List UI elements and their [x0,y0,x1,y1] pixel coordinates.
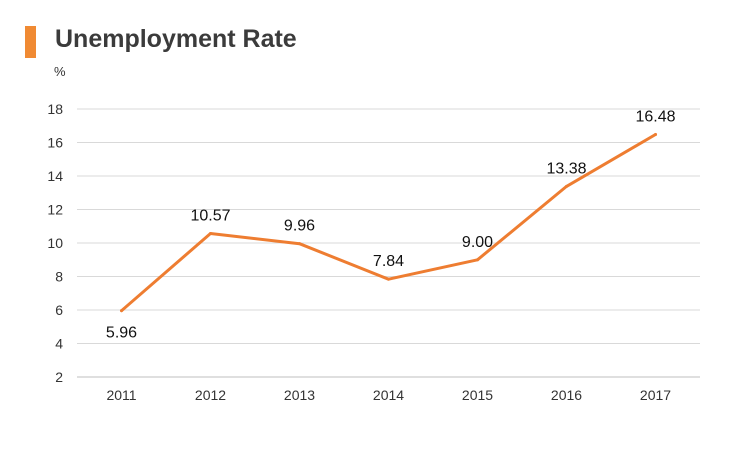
y-axis-ticks: 2 4 6 8 10 12 14 16 18 [47,101,63,385]
data-point [476,258,479,262]
data-point [120,309,123,313]
data-point [565,184,568,188]
x-tick-label: 2012 [195,387,226,403]
y-tick-label: 2 [55,369,63,385]
y-tick-label: 10 [47,235,63,251]
y-tick-label: 6 [55,302,63,318]
data-label: 5.96 [106,325,137,342]
x-tick-label: 2016 [551,387,582,403]
data-labels: 5.96 10.57 9.96 7.84 9.00 13.38 16.48 [106,108,676,341]
y-tick-label: 18 [47,101,63,117]
series-group [120,132,657,313]
y-tick-label: 8 [55,269,63,285]
y-tick-label: 14 [47,168,63,184]
y-axis-unit-label: % [54,64,66,79]
y-tick-label: 16 [47,135,63,151]
data-label: 13.38 [546,160,586,177]
chart-title: Unemployment Rate [55,25,297,53]
x-tick-label: 2013 [284,387,315,403]
data-label: 9.96 [284,218,315,235]
y-tick-label: 12 [47,202,63,218]
x-tick-label: 2011 [106,387,136,403]
x-tick-label: 2015 [462,387,493,403]
data-point [209,231,212,235]
data-label: 16.48 [635,108,675,125]
data-label: 9.00 [462,234,493,251]
data-point [387,277,390,281]
data-point [654,132,657,136]
data-label: 7.84 [373,253,404,270]
y-tick-label: 4 [55,336,63,352]
data-point [298,242,301,246]
data-label: 10.57 [190,207,230,224]
x-tick-label: 2017 [640,387,671,403]
gridlines [77,108,700,378]
x-axis-ticks: 2011 2012 2013 2014 2015 2016 2017 [106,387,671,403]
x-tick-label: 2014 [373,387,404,403]
title-accent-bar [25,26,36,58]
